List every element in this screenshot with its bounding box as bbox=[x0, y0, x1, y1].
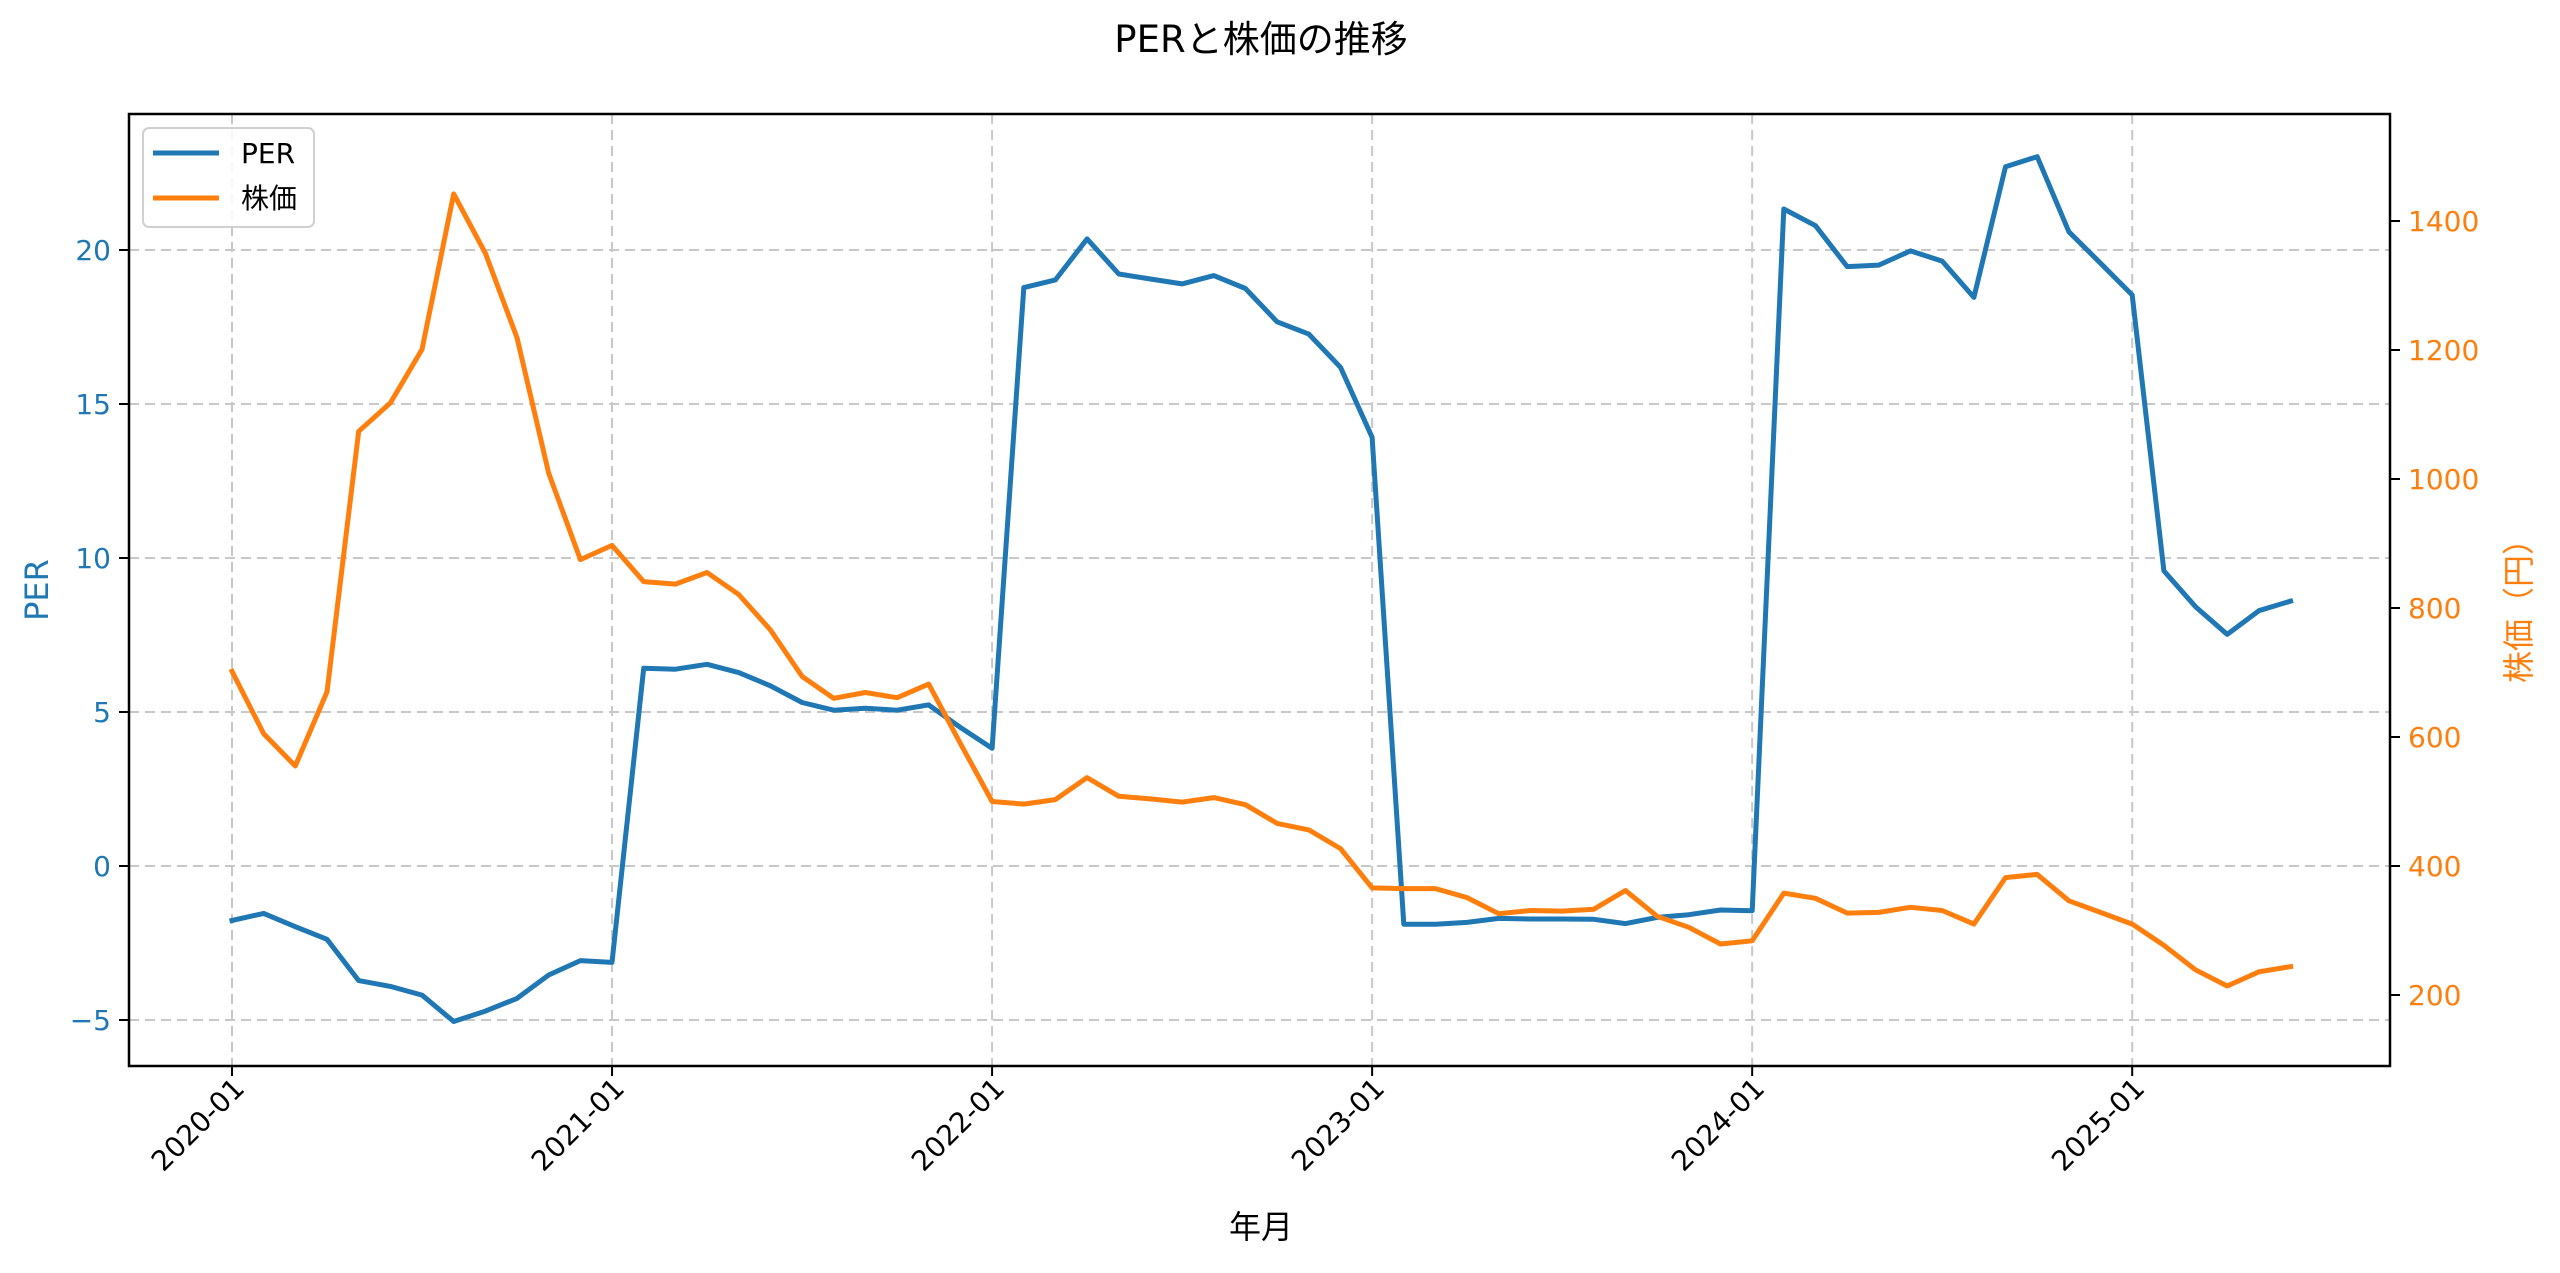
left-tick-label: 10 bbox=[75, 542, 111, 575]
right-tick-label: 1200 bbox=[2408, 334, 2479, 367]
legend-label-price: 株価 bbox=[241, 182, 297, 215]
x-tick-label: 2025-01 bbox=[2045, 1072, 2151, 1178]
right-y-axis: 200 400 600 800 1000 1200 1400 bbox=[2390, 205, 2479, 1012]
right-tick-label: 600 bbox=[2408, 721, 2461, 754]
y-axis-label-right: 株価（円） bbox=[2500, 523, 2538, 683]
left-y-axis: −5 0 5 10 15 20 bbox=[70, 234, 129, 1037]
x-tick-label: 2021-01 bbox=[525, 1072, 631, 1178]
left-tick-label: 15 bbox=[75, 388, 111, 421]
legend-label-per: PER bbox=[241, 137, 295, 170]
x-tick-label: 2022-01 bbox=[905, 1072, 1011, 1178]
grid-lines bbox=[129, 114, 2390, 1066]
plot-lines bbox=[228, 154, 2294, 1024]
left-tick-label: 0 bbox=[93, 850, 111, 883]
legend: PER 株価 bbox=[142, 127, 315, 228]
plot-frame bbox=[127, 112, 2392, 1068]
left-tick-label: 5 bbox=[93, 696, 111, 729]
left-tick-label: −5 bbox=[70, 1004, 111, 1037]
x-tick-label: 2024-01 bbox=[1665, 1072, 1771, 1178]
per-line bbox=[229, 154, 2294, 1024]
x-axis-label: 年月 bbox=[1229, 1208, 1293, 1246]
price-line bbox=[228, 191, 2294, 989]
y-axis-label-left: PER bbox=[18, 559, 56, 621]
right-tick-label: 1000 bbox=[2408, 463, 2479, 496]
chart-title: PERと株価の推移 bbox=[1114, 18, 1407, 61]
right-tick-label: 200 bbox=[2408, 979, 2461, 1012]
x-tick-label: 2023-01 bbox=[1285, 1072, 1391, 1178]
left-tick-label: 20 bbox=[75, 234, 111, 267]
right-tick-label: 800 bbox=[2408, 592, 2461, 625]
x-axis: 2020-01 2021-01 2022-01 2023-01 2024-01 2025-… bbox=[145, 1066, 2151, 1178]
right-tick-label: 1400 bbox=[2408, 205, 2479, 238]
right-tick-label: 400 bbox=[2408, 850, 2461, 883]
x-tick-label: 2020-01 bbox=[145, 1072, 251, 1178]
